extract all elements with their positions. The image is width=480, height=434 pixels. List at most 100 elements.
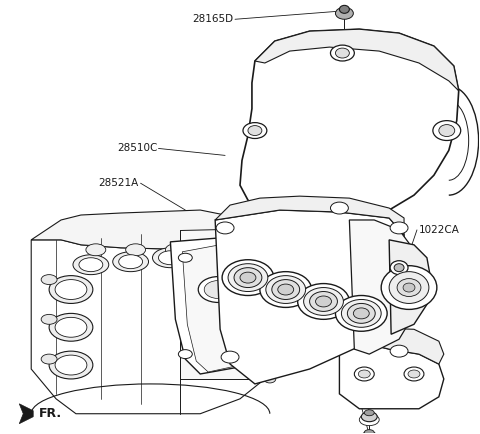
- Text: FR.: FR.: [39, 407, 62, 420]
- Ellipse shape: [336, 296, 387, 331]
- Ellipse shape: [264, 256, 276, 264]
- Ellipse shape: [336, 48, 349, 58]
- Polygon shape: [170, 238, 348, 374]
- Ellipse shape: [330, 202, 348, 214]
- Ellipse shape: [245, 244, 265, 256]
- Ellipse shape: [354, 367, 374, 381]
- Ellipse shape: [394, 264, 404, 272]
- Polygon shape: [215, 210, 409, 384]
- Ellipse shape: [389, 272, 429, 303]
- Ellipse shape: [247, 334, 263, 344]
- Polygon shape: [31, 210, 265, 279]
- Ellipse shape: [339, 5, 349, 13]
- Ellipse shape: [310, 292, 337, 311]
- Ellipse shape: [113, 252, 148, 272]
- Polygon shape: [255, 29, 459, 91]
- Ellipse shape: [330, 45, 354, 61]
- Ellipse shape: [278, 284, 294, 295]
- Ellipse shape: [221, 351, 239, 363]
- Ellipse shape: [353, 308, 369, 319]
- Ellipse shape: [306, 328, 334, 346]
- Ellipse shape: [86, 244, 106, 256]
- Polygon shape: [182, 244, 336, 372]
- Ellipse shape: [348, 303, 375, 323]
- Ellipse shape: [272, 279, 300, 299]
- Ellipse shape: [360, 414, 379, 426]
- Ellipse shape: [240, 272, 256, 283]
- Ellipse shape: [192, 245, 228, 265]
- Ellipse shape: [364, 430, 374, 434]
- Ellipse shape: [73, 255, 109, 275]
- Ellipse shape: [204, 281, 232, 299]
- Text: 11403C: 11403C: [357, 382, 398, 392]
- Ellipse shape: [232, 243, 268, 263]
- Polygon shape: [31, 240, 265, 414]
- Polygon shape: [339, 339, 444, 409]
- Ellipse shape: [166, 244, 185, 256]
- Ellipse shape: [264, 286, 276, 293]
- Text: 28527S: 28527S: [357, 293, 397, 302]
- Ellipse shape: [243, 123, 267, 138]
- Ellipse shape: [49, 313, 93, 341]
- Text: 28165D: 28165D: [192, 14, 233, 24]
- Ellipse shape: [390, 261, 408, 275]
- Ellipse shape: [304, 288, 343, 316]
- Ellipse shape: [126, 244, 145, 256]
- Ellipse shape: [341, 299, 381, 327]
- Ellipse shape: [264, 316, 276, 323]
- Ellipse shape: [408, 370, 420, 378]
- Text: 11403C: 11403C: [362, 342, 403, 352]
- Ellipse shape: [158, 251, 182, 265]
- Ellipse shape: [403, 283, 415, 292]
- Ellipse shape: [179, 253, 192, 262]
- Ellipse shape: [222, 295, 238, 304]
- Ellipse shape: [205, 244, 225, 256]
- Ellipse shape: [381, 266, 437, 309]
- Ellipse shape: [198, 248, 222, 262]
- Ellipse shape: [41, 314, 57, 324]
- Text: 28525F: 28525F: [312, 35, 350, 45]
- Ellipse shape: [192, 270, 208, 279]
- Polygon shape: [265, 215, 290, 329]
- Ellipse shape: [404, 367, 424, 381]
- Ellipse shape: [79, 258, 103, 272]
- Ellipse shape: [198, 276, 238, 302]
- Ellipse shape: [41, 354, 57, 364]
- Ellipse shape: [358, 370, 370, 378]
- Ellipse shape: [55, 317, 87, 337]
- Ellipse shape: [238, 296, 266, 314]
- Ellipse shape: [390, 222, 408, 234]
- Ellipse shape: [119, 255, 143, 269]
- Ellipse shape: [364, 410, 374, 416]
- Ellipse shape: [153, 248, 188, 268]
- Ellipse shape: [49, 276, 93, 303]
- Polygon shape: [180, 228, 265, 379]
- Ellipse shape: [336, 7, 353, 19]
- Ellipse shape: [41, 275, 57, 285]
- Ellipse shape: [264, 375, 276, 383]
- Ellipse shape: [55, 279, 87, 299]
- Ellipse shape: [433, 121, 461, 141]
- Ellipse shape: [266, 309, 306, 334]
- Polygon shape: [389, 240, 431, 334]
- Ellipse shape: [216, 222, 234, 234]
- Ellipse shape: [234, 268, 262, 288]
- Ellipse shape: [179, 350, 192, 358]
- Ellipse shape: [361, 432, 377, 434]
- Ellipse shape: [228, 264, 268, 292]
- Ellipse shape: [439, 125, 455, 137]
- Ellipse shape: [327, 340, 341, 349]
- Ellipse shape: [315, 296, 332, 307]
- Polygon shape: [339, 327, 444, 364]
- Ellipse shape: [298, 283, 349, 319]
- Ellipse shape: [222, 260, 274, 296]
- Ellipse shape: [327, 257, 341, 266]
- Text: 28510C: 28510C: [117, 144, 157, 154]
- Polygon shape: [19, 404, 33, 424]
- Text: 1022CA: 1022CA: [419, 225, 460, 235]
- Ellipse shape: [232, 293, 272, 319]
- Polygon shape: [349, 220, 419, 354]
- Ellipse shape: [397, 279, 421, 296]
- Ellipse shape: [264, 345, 276, 353]
- Ellipse shape: [238, 246, 262, 260]
